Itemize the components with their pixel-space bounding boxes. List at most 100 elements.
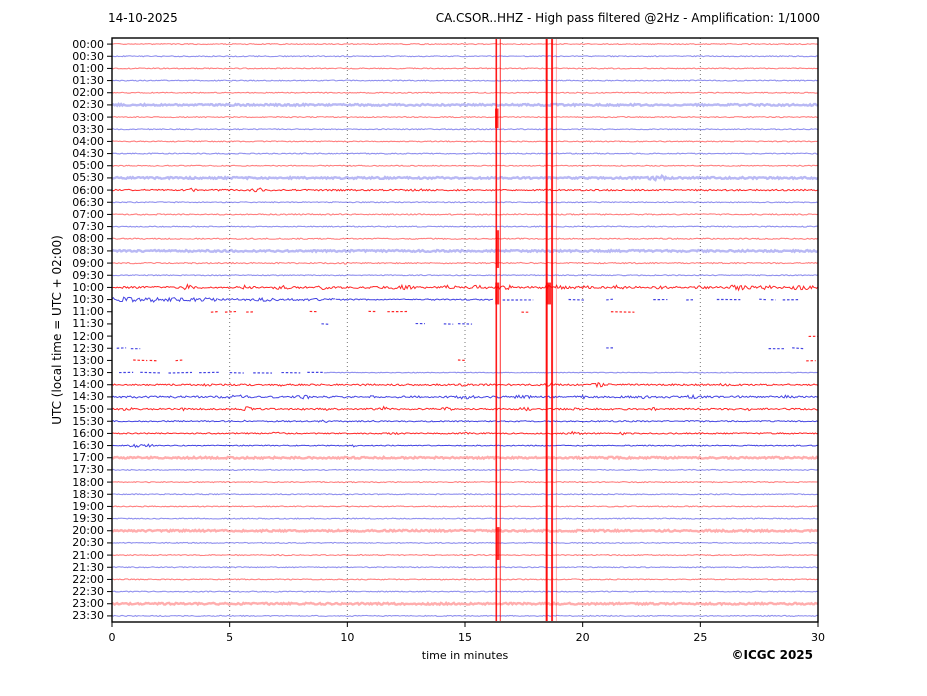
trace-row-2200 xyxy=(111,578,818,581)
trace-row-1730 xyxy=(111,468,819,472)
trace-row-1430 xyxy=(111,393,818,400)
y-tick-label: 04:30 xyxy=(72,147,104,161)
trace-row-0800 xyxy=(111,237,819,240)
y-tick-label: 13:00 xyxy=(72,353,104,367)
trace-row-0500 xyxy=(111,164,818,167)
trace-row-2030 xyxy=(111,541,819,545)
trace-row-0830 xyxy=(111,248,819,254)
trace-row-2000 xyxy=(111,528,819,534)
trace-row-0100 xyxy=(111,67,818,70)
trace-row-0000 xyxy=(111,42,819,46)
y-tick-label: 09:30 xyxy=(72,268,104,282)
trace-dash-1030 xyxy=(759,298,767,301)
y-tick-label: 15:00 xyxy=(72,402,104,416)
y-tick-label: 16:30 xyxy=(72,439,104,453)
y-tick-label: 22:00 xyxy=(72,572,104,586)
trace-row-1030 xyxy=(111,296,494,303)
trace-row-0230 xyxy=(111,102,819,108)
trace-row-1700 xyxy=(111,454,819,461)
trace-row-0430 xyxy=(111,152,818,155)
y-tick-label: 20:00 xyxy=(72,524,104,538)
trace-row-0900 xyxy=(111,261,819,265)
trace-dash-1300 xyxy=(175,359,183,362)
y-tick-label: 05:30 xyxy=(72,171,104,185)
trace-row-1930 xyxy=(111,517,819,520)
x-axis-title: time in minutes xyxy=(421,649,509,662)
trace-dash-1100 xyxy=(224,310,237,313)
trace-dash-1230 xyxy=(792,347,804,350)
y-tick-label: 04:00 xyxy=(72,134,104,148)
x-tick-label: 30 xyxy=(811,631,825,644)
y-tick-label: 20:30 xyxy=(72,536,104,550)
trace-dash-1100 xyxy=(210,311,218,313)
y-tick-label: 11:30 xyxy=(72,317,104,331)
trace-row-0030 xyxy=(111,55,819,58)
trace-row-0600 xyxy=(111,187,819,193)
trace-row-0930 xyxy=(111,274,819,277)
x-tick-label: 0 xyxy=(108,631,116,644)
y-tick-label: 14:00 xyxy=(72,378,104,392)
x-tick-label: 25 xyxy=(693,631,708,644)
trace-row-1530 xyxy=(111,419,819,424)
trace-row-1800 xyxy=(111,480,818,484)
trace-row-0200 xyxy=(111,91,818,94)
y-tick-label: 07:30 xyxy=(72,220,104,234)
y-tick-label: 17:00 xyxy=(72,451,104,465)
y-tick-label: 05:00 xyxy=(72,159,104,173)
trace-row-1000 xyxy=(111,283,819,292)
y-tick-label: 03:30 xyxy=(72,122,104,136)
trace-row-2130 xyxy=(111,566,819,569)
y-tick-label: 21:00 xyxy=(72,548,104,562)
y-tick-label: 23:30 xyxy=(72,609,104,623)
trace-dash-1330 xyxy=(140,371,162,374)
trace-dash-1030 xyxy=(606,298,614,301)
trace-row-0400 xyxy=(111,140,819,143)
y-tick-label: 17:30 xyxy=(72,463,104,477)
y-tick-label: 13:30 xyxy=(72,366,104,380)
y-tick-label: 16:00 xyxy=(72,426,104,440)
y-tick-label: 15:30 xyxy=(72,414,104,428)
y-tick-label: 06:30 xyxy=(72,195,104,209)
y-tick-label: 00:30 xyxy=(72,49,104,63)
trace-row-0530 xyxy=(111,173,819,182)
trace-dash-1300 xyxy=(133,359,148,362)
x-tick-label: 15 xyxy=(458,631,472,644)
copyright-label: ©ICGC 2025 xyxy=(731,648,813,662)
trace-row-0330 xyxy=(111,128,819,131)
trace-row-0300 xyxy=(111,115,819,119)
x-tick-label: 10 xyxy=(340,631,355,644)
trace-dash-1330 xyxy=(168,371,193,374)
trace-row-0130 xyxy=(111,79,818,82)
y-tick-label: 14:30 xyxy=(72,390,104,404)
y-tick-label: 22:30 xyxy=(72,585,104,599)
y-tick-label: 08:30 xyxy=(72,244,104,258)
x-tick-label: 5 xyxy=(226,631,234,644)
y-tick-label: 19:30 xyxy=(72,512,104,526)
y-tick-label: 12:00 xyxy=(72,329,104,343)
y-tick-label: 02:30 xyxy=(72,98,104,112)
y-tick-label: 19:00 xyxy=(72,499,104,513)
y-tick-label: 00:00 xyxy=(72,37,104,51)
trace-row-2100 xyxy=(111,553,818,557)
y-tick-label: 23:00 xyxy=(72,597,104,611)
trace-dash-1030 xyxy=(568,298,586,301)
trace-row-1830 xyxy=(111,493,819,496)
trace-row-2230 xyxy=(111,590,819,593)
y-tick-label: 01:00 xyxy=(72,61,104,75)
trace-row-0730 xyxy=(111,225,818,228)
trace-row-1330 xyxy=(323,371,818,374)
trace-row-2330 xyxy=(111,614,818,618)
x-tick-label: 20 xyxy=(575,631,590,644)
y-tick-label: 10:30 xyxy=(72,293,104,307)
y-tick-label: 07:00 xyxy=(72,207,104,221)
trace-row-0700 xyxy=(111,213,819,216)
plot-title: CA.CSOR..HHZ - High pass filtered @2Hz -… xyxy=(435,11,820,25)
trace-row-1400 xyxy=(111,381,819,389)
trace-row-2300 xyxy=(111,600,819,607)
trace-row-1500 xyxy=(111,405,818,412)
y-tick-label: 09:00 xyxy=(72,256,104,270)
plot-border xyxy=(111,37,819,623)
y-tick-label: 02:00 xyxy=(72,86,104,100)
